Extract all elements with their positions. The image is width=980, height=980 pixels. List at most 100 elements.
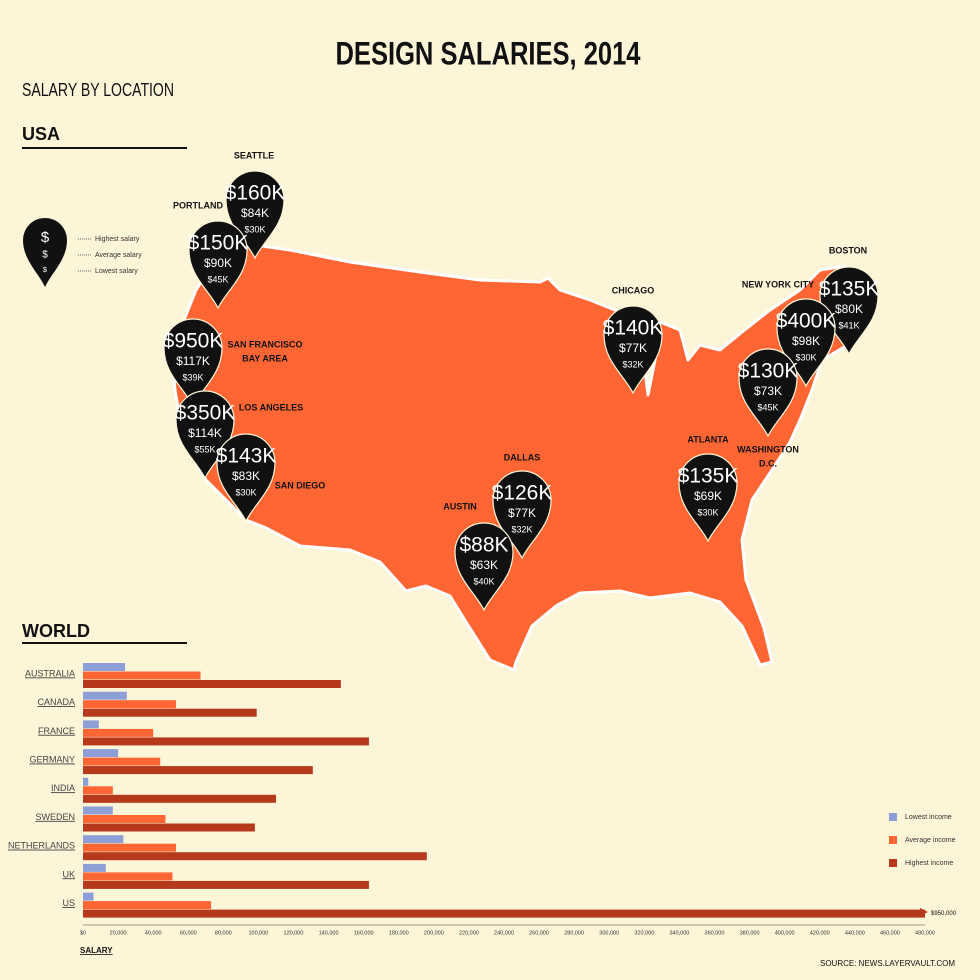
x-tick-label: 40,000 [145,930,162,936]
average-salary: $80K [835,302,863,316]
legend-label: Average salary [95,252,142,259]
bar [83,892,94,901]
bar [83,720,99,729]
city-name: BAY AREA [242,353,288,363]
title: DESIGN SALARIES, 2014 [336,35,641,71]
bar [83,700,176,709]
legend-symbol: $ [43,267,47,274]
bar [83,680,341,688]
legend-label: Lowest income [905,814,952,821]
average-salary: $117K [176,354,210,368]
y-tick-label: AUSTRALIA [25,668,75,678]
highest-salary: $126K [492,482,553,505]
x-tick-label: 480,000 [915,930,935,936]
bar [83,806,113,815]
x-tick-label: 200,000 [424,930,444,936]
bar [83,786,113,795]
x-tick-label: 420,000 [810,930,830,936]
y-tick-label: NETHERLANDS [8,841,75,851]
city-name: D.C. [759,458,777,468]
source: SOURCE: NEWS.LAYERVAULT.COM [820,959,955,968]
x-tick-label: $0 [80,930,86,936]
y-tick-label: GERMANY [29,754,75,764]
y-tick-label: FRANCE [38,726,75,736]
lowest-salary: $39K [182,372,203,382]
pin-shape [188,220,248,310]
bar [83,815,166,823]
lowest-salary: $55K [194,444,215,454]
city-pin: $88K$63K $40K [454,522,514,612]
average-salary: $77K [508,506,536,520]
x-tick-label: 320,000 [634,930,654,936]
x-tick-label: 460,000 [880,930,900,936]
city-pin: $130K$73K $45K [738,348,799,438]
bar [83,835,124,844]
highest-salary: $143K [216,445,277,468]
y-tick-label: INDIA [51,783,75,793]
city-name: CHICAGO [612,285,655,295]
legend-swatch [889,836,897,844]
lowest-salary: $41K [838,320,859,330]
average-salary: $69K [694,489,722,503]
city-pin: $140K$77K $32K [603,305,663,395]
x-tick-label: 120,000 [284,930,304,936]
pin-shape [216,433,276,523]
city-name: NEW YORK CITY [742,279,814,289]
city-name: SAN FRANCISCO [227,339,302,349]
y-tick-label: US [62,898,75,908]
y-tick-label: UK [62,869,75,879]
x-tick-label: 100,000 [248,930,268,936]
average-salary: $63K [470,558,498,572]
city-name: SEATTLE [234,150,274,160]
city-name: SAN DIEGO [275,480,326,490]
bar [83,843,176,852]
x-axis-label: SALARY [80,946,113,955]
legend-label: Lowest salary [95,268,138,275]
city-name: PORTLAND [173,200,223,210]
city-name: LOS ANGELES [239,402,303,412]
x-tick-label: 440,000 [845,930,865,936]
bar [83,737,369,746]
x-tick-label: 340,000 [669,930,689,936]
usa-heading: USA [22,124,60,144]
lowest-salary: $30K [795,352,816,362]
x-tick-label: 180,000 [389,930,409,936]
pin-shape [678,453,738,543]
x-tick-label: 160,000 [354,930,374,936]
city-pin: $143K$83K $30K [216,433,277,523]
x-tick-label: 80,000 [215,930,232,936]
pin-shape [738,348,798,438]
x-tick-label: 380,000 [740,930,760,936]
bar [83,777,89,786]
legend-symbol: $ [42,250,48,261]
world-heading: WORLD [22,621,90,641]
average-salary: $83K [232,469,260,483]
legend-label: Average income [905,837,956,844]
bar [83,671,201,680]
bar [83,909,925,918]
y-tick-label: SWEDEN [35,812,75,822]
bar [83,757,161,766]
city-name: DALLAS [504,452,541,462]
legend-swatch [889,859,897,867]
bar [83,852,427,861]
pin-shape [454,522,514,612]
lowest-salary: $40K [473,576,494,586]
bar [83,691,127,700]
bar [83,708,257,717]
x-tick-label: 20,000 [110,930,127,936]
bar [83,823,255,832]
city-pin: $150K$90K $45K [188,220,249,310]
highest-salary: $160K [225,182,286,205]
highest-salary: $130K [738,360,799,383]
legend-label: Highest income [905,860,953,867]
x-tick-label: 140,000 [319,930,339,936]
bar [83,872,173,881]
x-tick-label: 300,000 [599,930,619,936]
highest-salary: $400K [776,310,837,333]
highest-salary: $150K [188,232,249,255]
legend-swatch [889,813,897,821]
city-pin: $135K$69K $30K [678,453,738,543]
bar [83,749,119,758]
x-tick-label: 220,000 [459,930,479,936]
